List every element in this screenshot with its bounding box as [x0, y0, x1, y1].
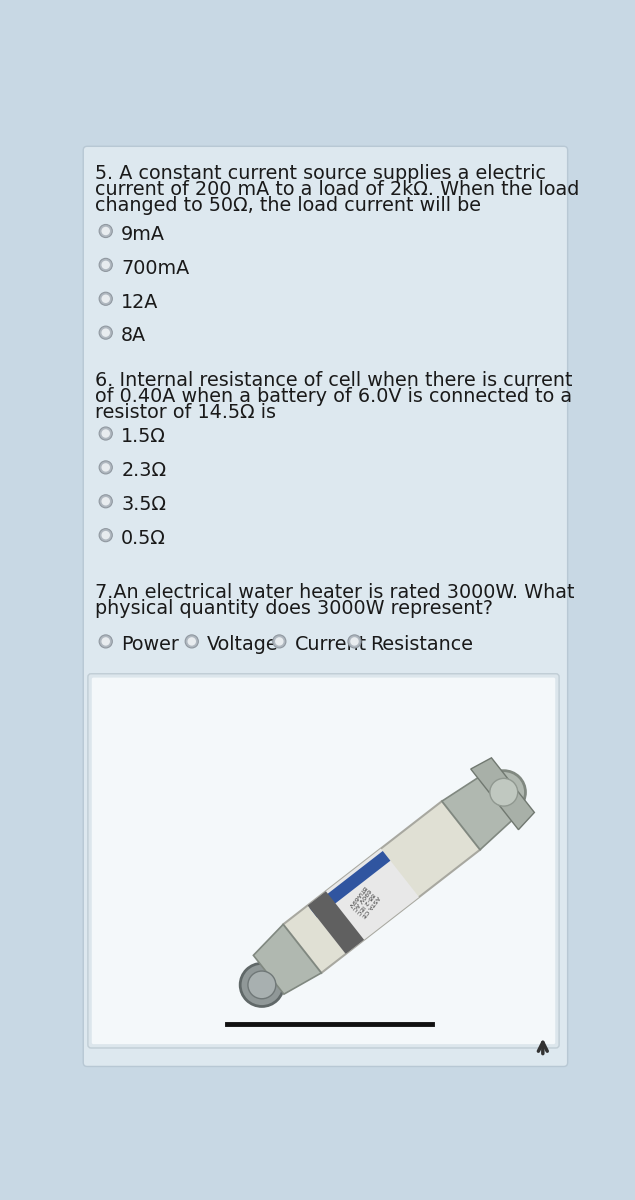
Text: 8A: 8A	[121, 326, 146, 346]
FancyBboxPatch shape	[83, 146, 568, 1067]
FancyBboxPatch shape	[92, 678, 555, 1044]
Text: 12A: 12A	[121, 293, 159, 312]
Circle shape	[185, 635, 198, 648]
Text: ASTA CE
88-2 IEC
690V AC
BTIA69V: ASTA CE 88-2 IEC 690V AC BTIA69V	[346, 884, 380, 919]
Polygon shape	[283, 802, 480, 973]
Circle shape	[482, 770, 526, 814]
Circle shape	[99, 635, 112, 648]
Circle shape	[99, 529, 112, 541]
Circle shape	[102, 294, 110, 304]
Polygon shape	[307, 848, 419, 954]
Polygon shape	[442, 775, 514, 850]
Text: 700mA: 700mA	[121, 259, 189, 277]
Circle shape	[351, 637, 359, 646]
Circle shape	[99, 494, 112, 508]
Text: current of 200 mA to a load of 2kΩ. When the load: current of 200 mA to a load of 2kΩ. When…	[95, 180, 579, 199]
Circle shape	[273, 635, 286, 648]
Circle shape	[99, 258, 112, 271]
Circle shape	[102, 463, 110, 472]
Circle shape	[490, 779, 518, 806]
Text: 1.5Ω: 1.5Ω	[121, 427, 166, 446]
Circle shape	[102, 530, 110, 539]
Text: Resistance: Resistance	[370, 635, 473, 654]
Circle shape	[275, 637, 284, 646]
Circle shape	[187, 637, 196, 646]
Circle shape	[99, 427, 112, 440]
Text: Voltage: Voltage	[207, 635, 279, 654]
Text: 9mA: 9mA	[121, 224, 165, 244]
Circle shape	[99, 326, 112, 340]
Text: 3.5Ω: 3.5Ω	[121, 496, 166, 514]
Circle shape	[99, 293, 112, 305]
Polygon shape	[307, 892, 364, 954]
Circle shape	[102, 430, 110, 438]
Text: 5. A constant current source supplies a electric: 5. A constant current source supplies a …	[95, 164, 546, 184]
Text: Power: Power	[121, 635, 179, 654]
Text: 0.5Ω: 0.5Ω	[121, 529, 166, 548]
Circle shape	[102, 227, 110, 235]
Text: Current: Current	[295, 635, 367, 654]
Polygon shape	[471, 758, 535, 829]
Circle shape	[99, 224, 112, 238]
Text: resistor of 14.5Ω is: resistor of 14.5Ω is	[95, 403, 276, 421]
Circle shape	[240, 964, 284, 1007]
Polygon shape	[309, 851, 391, 918]
Polygon shape	[253, 924, 321, 994]
Text: 7.An electrical water heater is rated 3000W. What: 7.An electrical water heater is rated 30…	[95, 583, 575, 602]
Text: 2.3Ω: 2.3Ω	[121, 461, 166, 480]
Text: 6. Internal resistance of cell when there is current: 6. Internal resistance of cell when ther…	[95, 371, 572, 390]
Text: changed to 50Ω, the load current will be: changed to 50Ω, the load current will be	[95, 196, 481, 215]
Text: physical quantity does 3000W represent?: physical quantity does 3000W represent?	[95, 599, 493, 618]
Circle shape	[102, 637, 110, 646]
Circle shape	[102, 497, 110, 505]
Circle shape	[102, 329, 110, 337]
Circle shape	[248, 971, 276, 998]
Circle shape	[99, 461, 112, 474]
Circle shape	[102, 260, 110, 269]
Text: of 0.40A when a battery of 6.0V is connected to a: of 0.40A when a battery of 6.0V is conne…	[95, 386, 572, 406]
FancyBboxPatch shape	[88, 673, 559, 1048]
Circle shape	[348, 635, 361, 648]
